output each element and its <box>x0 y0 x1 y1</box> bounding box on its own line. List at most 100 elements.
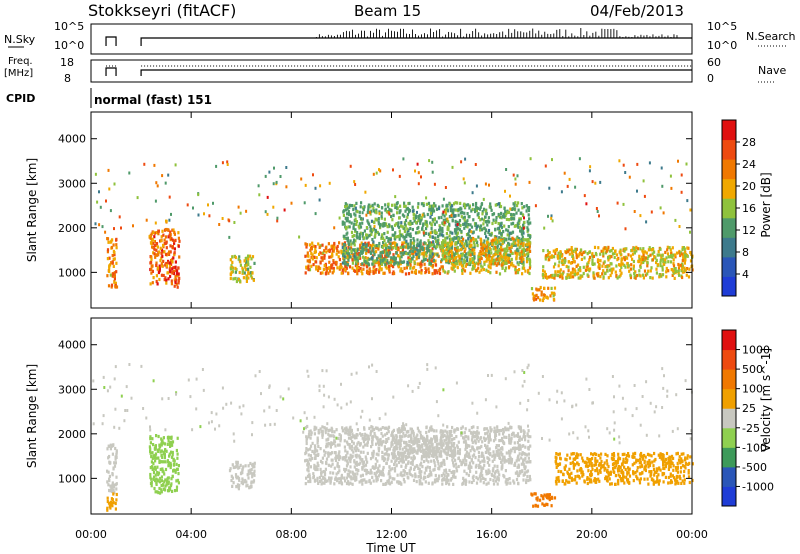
heat-cell <box>653 255 656 259</box>
heat-cell <box>438 268 441 273</box>
heat-cell <box>408 254 411 258</box>
heat-cell <box>658 253 661 257</box>
heat-cell <box>372 449 375 453</box>
colorbar-tick-label: 20 <box>742 180 756 193</box>
heat-cell <box>564 257 567 261</box>
heat-cell <box>389 238 392 242</box>
heat-cell <box>574 250 577 254</box>
heat-cell <box>186 203 189 207</box>
heat-cell <box>599 275 602 279</box>
heat-cell <box>109 506 112 510</box>
heat-cell <box>500 221 503 225</box>
heat-cell <box>485 437 488 441</box>
heat-cell <box>481 459 484 463</box>
heat-cell <box>249 254 252 258</box>
heat-cell <box>160 252 163 256</box>
heat-cell <box>337 452 340 456</box>
heat-cell <box>574 269 577 274</box>
heat-cell <box>344 449 347 453</box>
heat-cell <box>111 489 114 494</box>
heat-cell <box>374 229 378 233</box>
heat-cell <box>487 468 490 472</box>
heat-cell <box>362 208 365 212</box>
heat-cell <box>508 477 511 481</box>
heat-cell <box>106 506 109 510</box>
heat-cell <box>172 266 175 270</box>
heat-cell <box>338 265 341 269</box>
heat-cell <box>322 470 325 474</box>
heat-cell <box>158 480 162 484</box>
heat-cell <box>247 476 250 480</box>
heat-cell <box>174 260 177 264</box>
heat-cell <box>231 476 234 480</box>
heat-cell <box>330 264 333 268</box>
heat-cell <box>512 202 515 206</box>
heat-cell <box>403 214 406 218</box>
heat-cell <box>340 265 343 269</box>
heat-cell <box>411 256 414 260</box>
heat-cell <box>503 249 506 254</box>
heat-cell <box>212 201 214 205</box>
heat-cell <box>468 453 471 457</box>
heat-cell <box>382 243 385 247</box>
heat-cell <box>602 250 605 254</box>
heat-cell <box>415 464 418 468</box>
heat-cell <box>316 449 319 453</box>
heat-cell <box>505 168 508 171</box>
heat-cell <box>176 478 179 482</box>
heat-cell <box>423 459 426 464</box>
heat-cell <box>549 255 552 259</box>
heat-cell <box>115 285 119 289</box>
heat-cell <box>414 247 417 251</box>
heat-cell <box>492 238 495 242</box>
heat-cell <box>107 444 110 448</box>
heat-cell <box>460 229 463 234</box>
heat-cell <box>635 274 639 278</box>
heat-cell <box>347 456 350 460</box>
heat-cell <box>471 252 474 256</box>
heat-cell <box>350 230 354 234</box>
heat-cell <box>359 243 362 247</box>
heat-cell <box>485 427 489 431</box>
heat-cell <box>372 240 375 244</box>
heat-cell <box>353 180 356 184</box>
heat-cell <box>460 426 463 430</box>
heat-cell <box>642 273 645 277</box>
heat-cell <box>457 248 460 252</box>
heat-cell <box>316 438 319 442</box>
heat-cell <box>349 470 352 474</box>
heat-cell <box>447 270 450 274</box>
heat-cell <box>494 470 497 474</box>
heat-cell <box>429 215 432 219</box>
heat-cell <box>168 195 171 199</box>
heat-cell <box>319 467 322 471</box>
heat-cell <box>218 223 221 226</box>
heat-cell <box>115 455 118 459</box>
heat-cell <box>633 251 636 255</box>
heat-cell <box>513 434 516 438</box>
heat-cell <box>163 250 166 254</box>
heat-cell <box>500 460 503 464</box>
heat-cell <box>384 263 387 267</box>
heat-cell <box>149 466 152 470</box>
heat-cell <box>413 465 416 469</box>
heat-cell <box>412 433 415 438</box>
heat-cell <box>351 470 354 474</box>
heat-cell <box>382 482 385 486</box>
heat-cell <box>276 216 279 220</box>
heat-cell <box>500 226 503 230</box>
heat-cell <box>311 449 314 454</box>
heat-cell <box>407 246 410 250</box>
heat-cell <box>508 451 511 455</box>
heat-cell <box>361 217 364 221</box>
heat-cell <box>416 444 419 448</box>
heat-cell <box>435 269 438 273</box>
heat-cell <box>540 290 543 294</box>
heat-cell <box>467 223 470 227</box>
heat-cell <box>526 453 529 457</box>
heat-cell <box>476 433 479 437</box>
heat-cell <box>682 258 686 262</box>
heat-cell <box>547 286 550 290</box>
heat-cell <box>448 257 451 261</box>
heat-cell <box>387 205 390 209</box>
